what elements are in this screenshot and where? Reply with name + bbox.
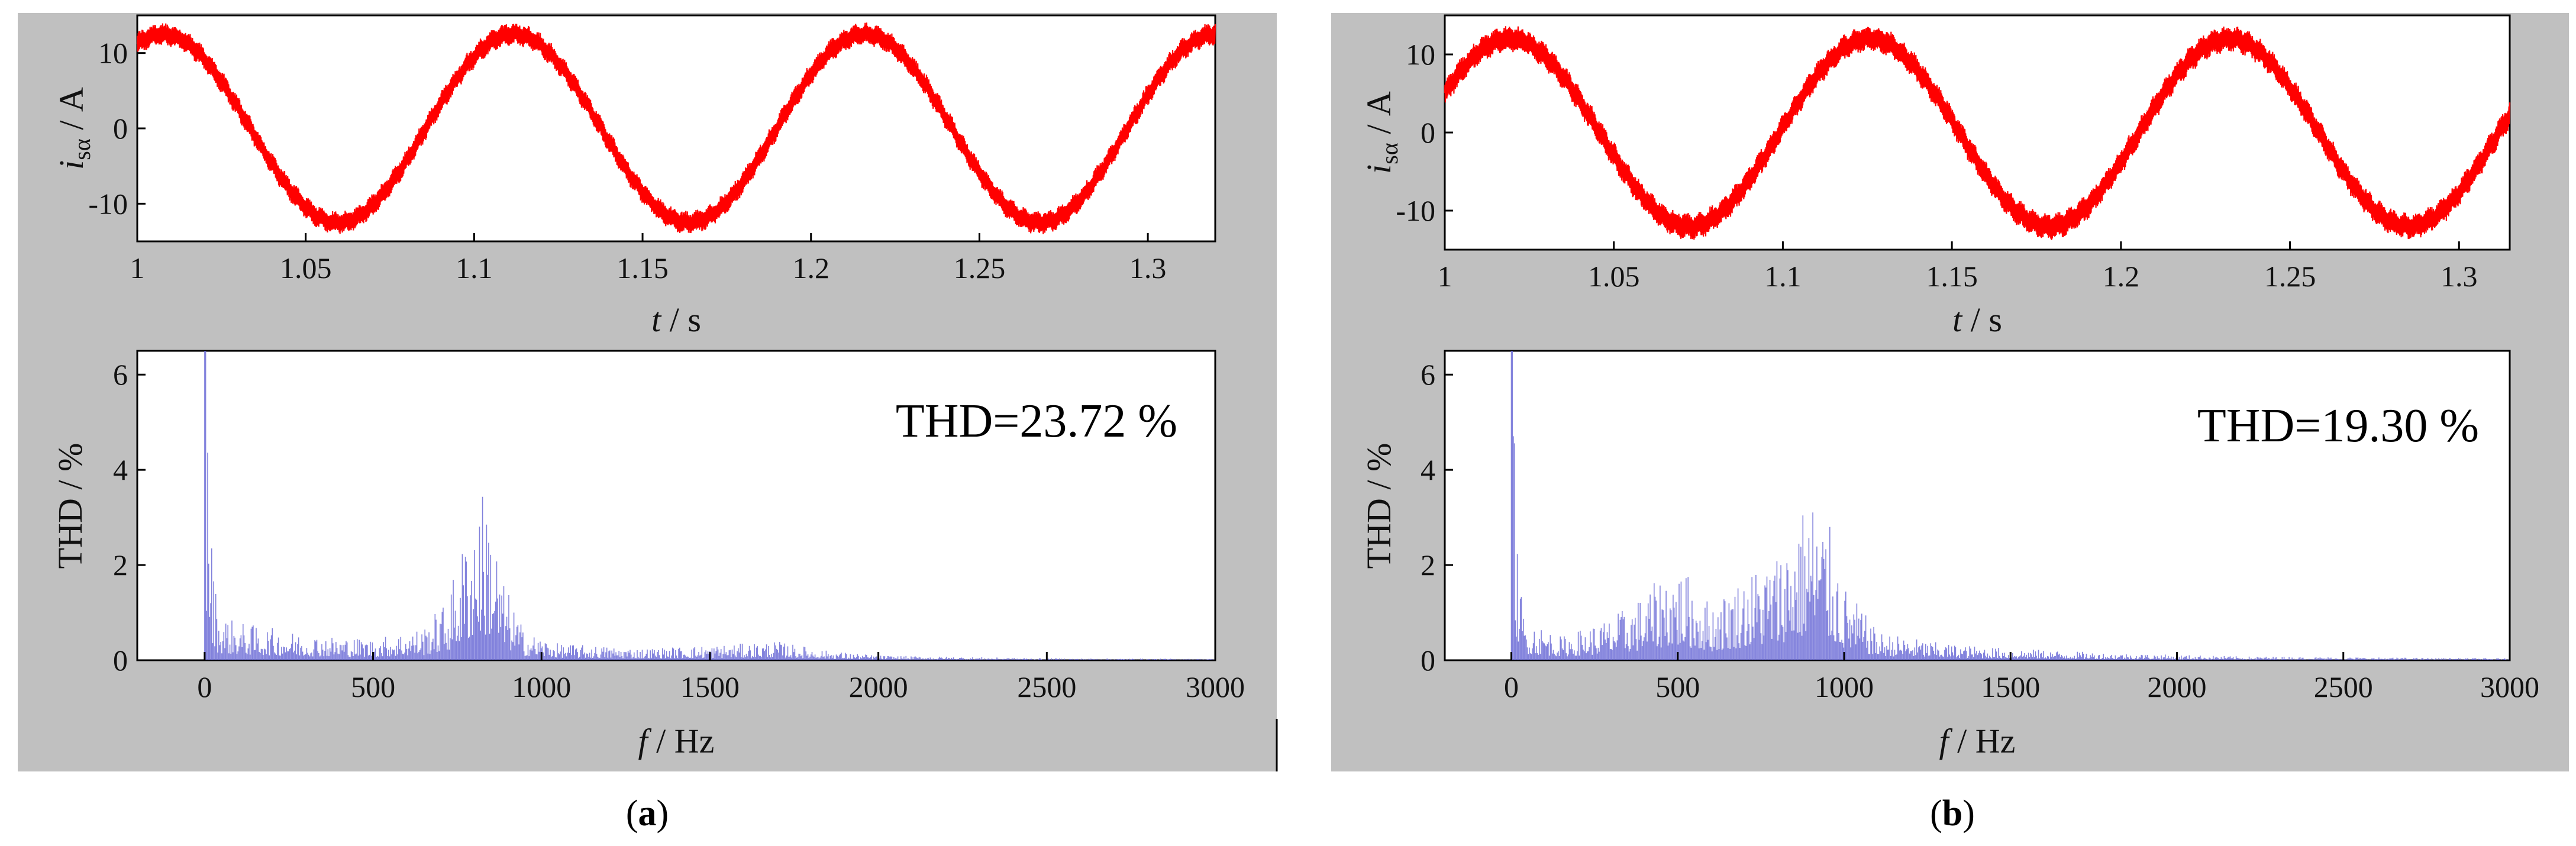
panel-b-time_plot-xtick-label: 1.3 <box>2441 260 2478 293</box>
panel-b-time_plot-ytick-label: 10 <box>1406 38 1435 71</box>
panel-b-time_plot-xtick-label: 1.15 <box>1926 260 1978 293</box>
panel-a-spectrum-xlabel-unit: Hz <box>674 722 715 760</box>
panel-b-spectrum-ylabel: THD / % <box>1360 443 1398 569</box>
panel-a-current-xlabel-unit: s <box>687 301 701 339</box>
panel-a-thd-annotation: THD=23.72 % <box>896 395 1177 447</box>
panel-b-current-ylabel: isα / A <box>1360 91 1403 174</box>
panel-a-caption-close: ) <box>657 793 669 834</box>
panel-b-spectrum-axes <box>1444 350 2511 661</box>
panel-a-time_plot-xtick-label: 1.15 <box>616 251 669 285</box>
panel-b-current-xlabel-sep: / <box>1962 301 1989 339</box>
panel-b-spectrum-plot: THD / % f / Hz THD=19.30 % <box>1360 350 2511 760</box>
panel-a-current-xlabel-sep: / <box>661 301 687 339</box>
panel-b-current-ylabel-symbol: i <box>1360 164 1398 174</box>
panel-b-spectrum-xtick-label: 0 <box>1504 670 1519 703</box>
panel-b-current-xlabel-unit: s <box>1989 301 2002 339</box>
panel-a-spectrum-xtick-label: 2500 <box>1017 670 1076 703</box>
panel-a-spectrum-ytick-label: 2 <box>113 548 128 582</box>
panel-a-current-ylabel-unit: A <box>52 87 91 112</box>
panel-b-current-ylabel-subscript: sα <box>1376 143 1403 164</box>
panel-a-spectrum-plot: THD / % f / Hz THD=23.72 % <box>51 350 1216 760</box>
panel-a-spectrum-ytick-label: 6 <box>113 358 128 391</box>
panel-a-spectrum-xtick-label: 1500 <box>680 670 740 703</box>
panel-b-time_plot-xtick-label: 1.05 <box>1588 260 1640 293</box>
panel-a-time_plot-xtick-label: 1.2 <box>793 251 830 285</box>
panel-a-current-marks: 1 1.05 1.1 1.15 1.2 1.25 1.3 10 0 -10 <box>88 22 1216 285</box>
panel-b-current-plot: isα / A t / s <box>1360 14 2511 339</box>
panel-a-current-ylabel: isα / A <box>52 87 95 170</box>
panel-a-time_plot-xtick-label: 1 <box>130 251 145 285</box>
panel-b-thd-annotation: THD=19.30 % <box>2197 400 2479 452</box>
panel-b-spectrum-xlabel-unit: Hz <box>1975 722 2016 760</box>
panel-b-caption-close: ) <box>1962 793 1975 834</box>
panel-a-spectrum-ytick-label: 0 <box>113 644 128 677</box>
panel-a-spectrum-xtick-label: 2000 <box>849 670 908 703</box>
panel-b-time_plot-ytick-label: -10 <box>1396 194 1435 227</box>
panel-a-spectrum-xlabel: f / Hz <box>638 722 715 760</box>
panel-b-spectrum-xtick-label: 1500 <box>1981 670 2040 703</box>
panel-a-time_plot-ytick-label: -10 <box>88 187 128 220</box>
panel-b-spectrum-xtick-label: 500 <box>1655 670 1700 703</box>
panel-b-time_plot-xtick-label: 1.1 <box>1764 260 1802 293</box>
svg-text:isα / A: isα / A <box>52 87 95 170</box>
panel-b-spectrum-xtick-label: 2500 <box>2314 670 2373 703</box>
panel-b-spectrum-xtick-label: 2000 <box>2148 670 2207 703</box>
panel-a-spectrum-xlabel-sep: / <box>648 722 674 760</box>
panel-a-time_plot-xtick-label: 1.25 <box>954 251 1006 285</box>
panel-b-current-ylabel-sep: / <box>1360 116 1398 143</box>
panel-b-spectrum-ytick-label: 2 <box>1421 548 1435 582</box>
panel-a-spectrum-axes <box>136 350 1216 661</box>
panel-b-time_plot-xtick-label: 1 <box>1438 260 1452 293</box>
panel-b-spectrum-ytick-label: 4 <box>1421 453 1435 486</box>
panel-b-spectrum-xtick-label: 1000 <box>1815 670 1874 703</box>
panel-b-caption: (b) <box>1930 793 1975 834</box>
panel-a-spectrum-xtick-label: 500 <box>351 670 395 703</box>
panel-a-caption: (a) <box>626 793 669 834</box>
panel-b-current-ylabel-unit: A <box>1360 91 1398 116</box>
panel-b-caption-open: ( <box>1930 793 1942 834</box>
panel-b-time_plot-ytick-label: 0 <box>1421 116 1435 149</box>
panel-a-current-axes <box>136 14 1216 243</box>
panel-b-current-xlabel: t / s <box>1952 301 2002 339</box>
panel-a-caption-open: ( <box>626 793 638 834</box>
panel-a-time_plot-xtick-label: 1.1 <box>456 251 493 285</box>
panel-a-current-ylabel-sep: / <box>52 112 91 138</box>
panel-a-current-xlabel: t / s <box>651 301 701 339</box>
panel-b-spectrum-ytick-label: 0 <box>1421 644 1435 677</box>
panel-b-current-xlabel-symbol: t <box>1952 301 1963 339</box>
panel-b-spectrum-xlabel-sep: / <box>1949 722 1975 760</box>
panel-b-spectrum-bars: 0 500 1000 1500 2000 2500 3000 6 4 2 0 <box>1421 351 2539 703</box>
panel-b: isα / A t / s THD / % f / Hz THD=19.30 %… <box>1331 13 2569 834</box>
panel-b-caption-letter: b <box>1942 793 1962 834</box>
panel-a-current-waveform <box>136 22 1216 234</box>
panel-a-current-plot: isα / A t / s <box>52 14 1216 339</box>
panel-a-time_plot-ytick-label: 0 <box>113 112 128 145</box>
panel-a-time_plot-xtick-label: 1.3 <box>1129 251 1167 285</box>
panel-b-current-axes <box>1444 14 2511 251</box>
panel-a-current-xlabel-symbol: t <box>651 301 662 339</box>
panel-a-current-ylabel-subscript: sα <box>69 138 95 160</box>
panel-a-spectrum-ytick-label: 4 <box>113 453 128 486</box>
panel-a-time_plot-xtick-label: 1.05 <box>280 251 332 285</box>
panel-b-time_plot-xtick-label: 1.25 <box>2264 260 2316 293</box>
panel-a: isα / A t / s THD / % f / Hz THD=23.72 %… <box>18 13 1277 834</box>
panel-b-spectrum-xlabel: f / Hz <box>1939 722 2016 760</box>
panel-a-caption-letter: a <box>638 793 657 834</box>
panel-a-spectrum-xtick-label: 1000 <box>512 670 571 703</box>
panel-a-time_plot-ytick-label: 10 <box>98 37 128 70</box>
panel-b-current-marks: 1 1.05 1.1 1.15 1.2 1.25 1.3 10 0 -10 <box>1396 26 2511 293</box>
panel-a-spectrum-xtick-label: 3000 <box>1186 670 1245 703</box>
panel-b-spectrum-xtick-label: 3000 <box>2480 670 2539 703</box>
panel-a-current-ylabel-symbol: i <box>52 160 91 170</box>
panel-b-spectrum-ytick-label: 6 <box>1421 358 1435 391</box>
panel-a-spectrum-bars: 0 500 1000 1500 2000 2500 3000 6 4 2 0 <box>113 351 1245 703</box>
panel-b-time_plot-xtick-label: 1.2 <box>2103 260 2140 293</box>
panel-b-current-waveform <box>1444 26 2511 240</box>
panel-a-spectrum-ylabel: THD / % <box>51 443 89 569</box>
panel-a-spectrum-xtick-label: 0 <box>197 670 212 703</box>
